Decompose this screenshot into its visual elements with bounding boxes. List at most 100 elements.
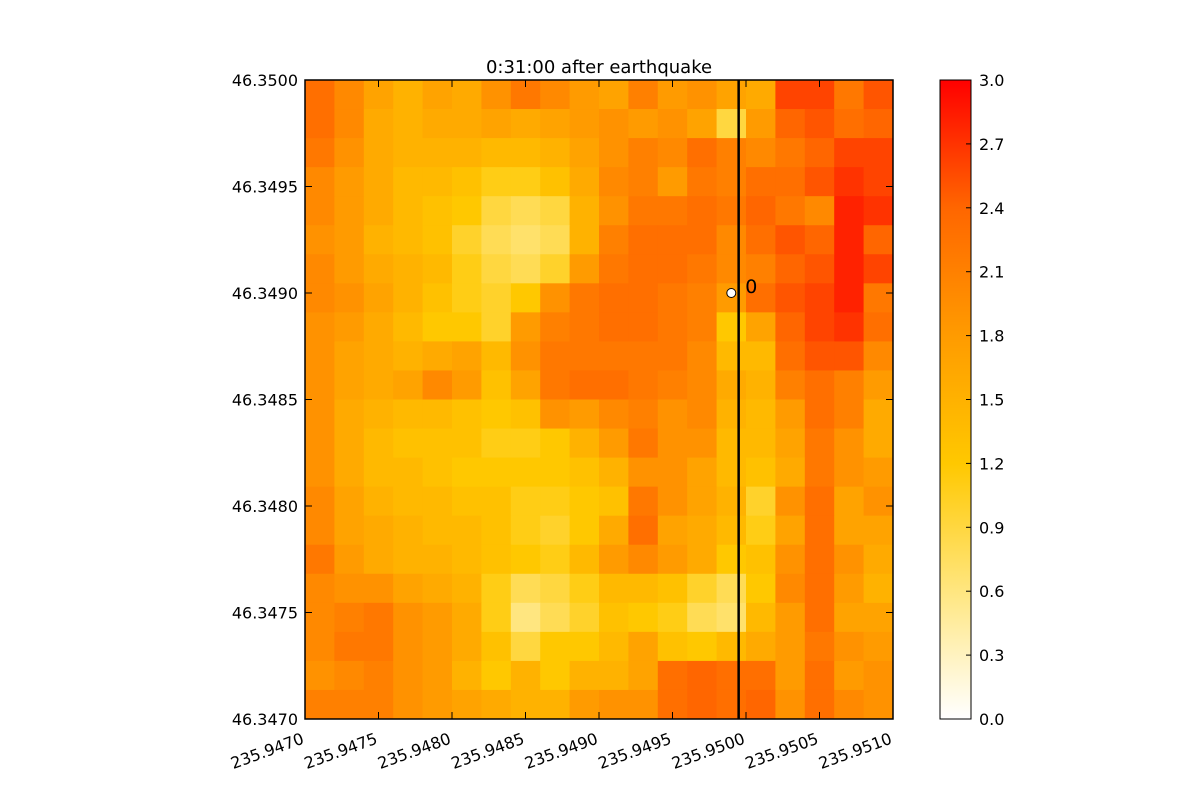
heat-cell: [863, 254, 893, 284]
heat-cell: [510, 428, 541, 459]
heat-cell: [716, 631, 747, 662]
heat-cell: [363, 660, 394, 691]
heat-cell: [804, 515, 835, 546]
heat-cell: [363, 283, 394, 313]
gauge-marker[interactable]: [726, 288, 737, 298]
heat-cell: [834, 225, 865, 255]
heat-cell: [775, 689, 806, 719]
heat-cell: [569, 544, 600, 575]
heat-cell: [540, 109, 571, 139]
heat-cell: [628, 80, 659, 110]
x-tick-label: 235.9485: [449, 729, 527, 773]
heat-cell: [481, 689, 512, 719]
heat-cell: [510, 167, 541, 197]
heat-cell: [746, 399, 776, 430]
heat-cell: [305, 254, 335, 284]
heat-cell: [422, 515, 453, 546]
heat-cell: [422, 631, 453, 662]
heat-cell: [422, 254, 453, 284]
heat-cell: [834, 602, 865, 633]
heat-cell: [657, 109, 688, 139]
heat-cell: [393, 225, 424, 255]
heat-cell: [804, 573, 835, 604]
heat-cell: [481, 138, 512, 168]
heat-cell: [599, 399, 629, 430]
x-tick-label: 235.9500: [669, 729, 747, 773]
heat-cell: [452, 660, 482, 691]
heat-cell: [863, 544, 893, 575]
heat-cell: [510, 631, 541, 662]
heat-cell: [687, 573, 718, 604]
heat-cell: [305, 544, 335, 575]
heat-cell: [687, 283, 718, 313]
heat-cell: [599, 138, 629, 168]
heat-cell: [334, 631, 365, 662]
heat-cell: [746, 486, 776, 517]
heat-cell: [628, 515, 659, 546]
heat-cell: [481, 80, 512, 110]
heat-cell: [628, 138, 659, 168]
heat-cell: [834, 370, 865, 401]
heat-cell: [334, 254, 365, 284]
gauge-label: 0: [745, 276, 757, 298]
heat-cell: [599, 631, 629, 662]
heat-cell: [540, 573, 571, 604]
heat-cell: [422, 660, 453, 691]
heat-cell: [510, 399, 541, 430]
heat-cell: [628, 225, 659, 255]
heat-cell: [510, 486, 541, 517]
heat-cell: [569, 167, 600, 197]
colorbar-tick-label: 1.2: [979, 454, 1004, 473]
heat-cell: [422, 602, 453, 633]
heat-cell: [540, 689, 571, 719]
heat-cell: [863, 428, 893, 459]
colorbar-tick-label: 2.4: [979, 199, 1004, 218]
heat-cell: [452, 457, 482, 488]
heat-cell: [657, 486, 688, 517]
heat-cell: [540, 341, 571, 372]
heat-cell: [863, 167, 893, 197]
heat-cell: [452, 283, 482, 313]
heat-cell: [716, 428, 747, 459]
heat-cell: [775, 428, 806, 459]
heat-cell: [569, 631, 600, 662]
heat-cell: [510, 515, 541, 546]
heat-cell: [746, 573, 776, 604]
heat-cell: [481, 254, 512, 284]
heat-cell: [804, 457, 835, 488]
heat-cell: [452, 399, 482, 430]
heat-cell: [599, 196, 629, 226]
heat-cell: [540, 283, 571, 313]
heat-cell: [746, 544, 776, 575]
heat-cell: [393, 486, 424, 517]
heat-cell: [452, 341, 482, 372]
heat-cell: [775, 399, 806, 430]
y-axis: 46.3470 46.3475 46.3480 46.3485 46.3490 46.34…: [232, 71, 893, 729]
heat-cell: [775, 573, 806, 604]
heat-cell: [481, 370, 512, 401]
heat-cell: [657, 602, 688, 633]
heat-cell: [334, 167, 365, 197]
heat-cell: [834, 138, 865, 168]
heat-cell: [687, 80, 718, 110]
heat-cell: [657, 544, 688, 575]
heat-cell: [452, 80, 482, 110]
heat-cell: [363, 486, 394, 517]
heat-cell: [452, 109, 482, 139]
heat-cell: [334, 515, 365, 546]
heat-cell: [334, 660, 365, 691]
heat-cell: [334, 341, 365, 372]
heat-cell: [481, 457, 512, 488]
heat-cell: [510, 341, 541, 372]
heat-cell: [599, 225, 629, 255]
heat-cell: [510, 573, 541, 604]
heat-cell: [628, 573, 659, 604]
heat-cell: [863, 689, 893, 719]
heat-cell: [393, 254, 424, 284]
heat-cell: [422, 80, 453, 110]
heat-cell: [540, 138, 571, 168]
heat-cell: [569, 196, 600, 226]
heat-cell: [834, 196, 865, 226]
heat-cell: [834, 457, 865, 488]
colorbar-tick-label: 2.7: [979, 135, 1004, 154]
